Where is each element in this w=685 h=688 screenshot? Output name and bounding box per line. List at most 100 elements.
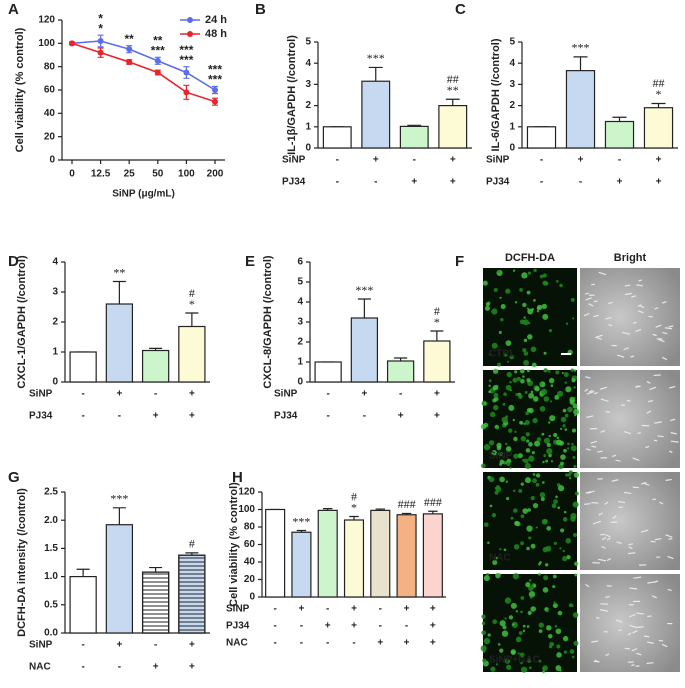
cell-outline	[600, 609, 609, 612]
cell-outline	[638, 279, 643, 282]
cell-spot	[527, 308, 534, 315]
condition-sign: +	[361, 389, 367, 400]
cell-spot	[571, 378, 576, 383]
row-label: SiNP	[489, 451, 513, 462]
cell-outline	[590, 440, 598, 444]
cell-outline	[659, 501, 664, 505]
y-tick-label: 1.0	[44, 571, 58, 582]
condition-sign: +	[189, 640, 195, 651]
cell-outline	[646, 662, 654, 665]
condition-sign: +	[373, 155, 379, 166]
cell-outline	[662, 331, 668, 335]
panel-label: F	[455, 253, 464, 270]
bar	[399, 125, 429, 149]
cell-outline	[598, 558, 607, 562]
cell-spot	[542, 546, 549, 553]
cell-spot	[523, 351, 529, 356]
cell-spot	[529, 666, 532, 670]
error-bar	[112, 280, 126, 304]
condition-sign: +	[656, 177, 662, 188]
cell-spot	[489, 353, 492, 356]
condition-sign: -	[379, 621, 382, 632]
cell-spot	[531, 362, 537, 368]
cell-spot	[520, 482, 524, 486]
cell-spot	[504, 658, 511, 664]
cell-spot	[497, 362, 501, 367]
significance: #	[189, 286, 195, 300]
cell-spot	[491, 342, 498, 349]
cell-spot	[519, 652, 525, 658]
row-label: SiNP+NAC	[489, 655, 540, 666]
y-tick-label: 0	[49, 155, 55, 166]
bar-hatch	[178, 554, 206, 634]
cell-spot	[549, 415, 556, 422]
y-tick-label: 120	[38, 15, 55, 26]
cell-outline	[631, 295, 637, 298]
condition-name: PJ34	[29, 411, 53, 422]
condition-sign: -	[118, 662, 121, 673]
cell-outline	[601, 545, 606, 549]
point	[154, 69, 161, 76]
condition-sign: -	[413, 155, 416, 166]
cell-spot	[542, 481, 545, 484]
cell-spot	[552, 574, 557, 579]
cell-spot	[562, 635, 569, 642]
cell-spot	[504, 597, 512, 604]
condition-sign: +	[434, 411, 440, 422]
legend-label: 48 h	[205, 28, 227, 40]
cell-outline	[645, 445, 650, 449]
cell-outline	[591, 640, 599, 643]
cell-outline	[618, 629, 622, 632]
cell-outline	[653, 439, 658, 442]
significance: ***	[572, 41, 590, 55]
cell-spot	[540, 497, 545, 501]
cell-spot	[532, 473, 536, 476]
cell-spot	[572, 403, 578, 409]
panel-label: G	[8, 469, 20, 486]
cell-outline	[623, 430, 632, 435]
cell-spot	[530, 346, 537, 353]
cell-spot	[555, 280, 559, 283]
significance: *	[434, 315, 440, 329]
cell-spot	[515, 610, 518, 613]
cell-outline	[647, 615, 652, 618]
cell-spot	[561, 371, 564, 375]
condition-sign: -	[273, 638, 276, 649]
row-label: NAC	[489, 553, 511, 564]
cell-spot	[518, 631, 523, 635]
y-tick-label: 2.5	[44, 487, 58, 498]
cell-outline	[605, 534, 611, 538]
cell-spot	[539, 381, 546, 388]
cell-outline	[634, 385, 641, 388]
cell-spot	[546, 625, 552, 631]
cell-spot	[506, 497, 510, 501]
condition-sign: +	[189, 411, 195, 422]
cell-spot	[512, 623, 515, 626]
cell-spot	[526, 525, 533, 532]
condition-sign: +	[450, 155, 456, 166]
condition-sign: -	[300, 621, 303, 632]
y-axis-label: IL-1β/GAPDH (/control)	[286, 35, 298, 155]
bright-image	[580, 472, 680, 570]
cell-spot	[550, 384, 554, 387]
cell-spot	[501, 416, 508, 424]
cell-outline	[654, 307, 659, 310]
condition-sign: +	[398, 411, 404, 422]
error-bar	[573, 56, 588, 71]
legend-marker	[187, 17, 193, 23]
cell-outline	[593, 314, 599, 318]
cell-spot	[528, 442, 533, 447]
cell-outline	[629, 613, 636, 618]
cell-spot	[548, 421, 551, 424]
cell-outline	[615, 459, 621, 462]
y-tick-label: 2	[305, 100, 311, 111]
cell-spot	[514, 521, 520, 527]
x-tick-label: 0	[69, 169, 75, 180]
cell-spot	[516, 376, 521, 382]
cell-spot	[534, 386, 540, 392]
cell-spot	[528, 591, 536, 598]
y-tick-label: 3	[297, 317, 303, 328]
significance: ***	[292, 514, 310, 528]
condition-sign: -	[540, 177, 543, 188]
cell-spot	[564, 381, 568, 384]
